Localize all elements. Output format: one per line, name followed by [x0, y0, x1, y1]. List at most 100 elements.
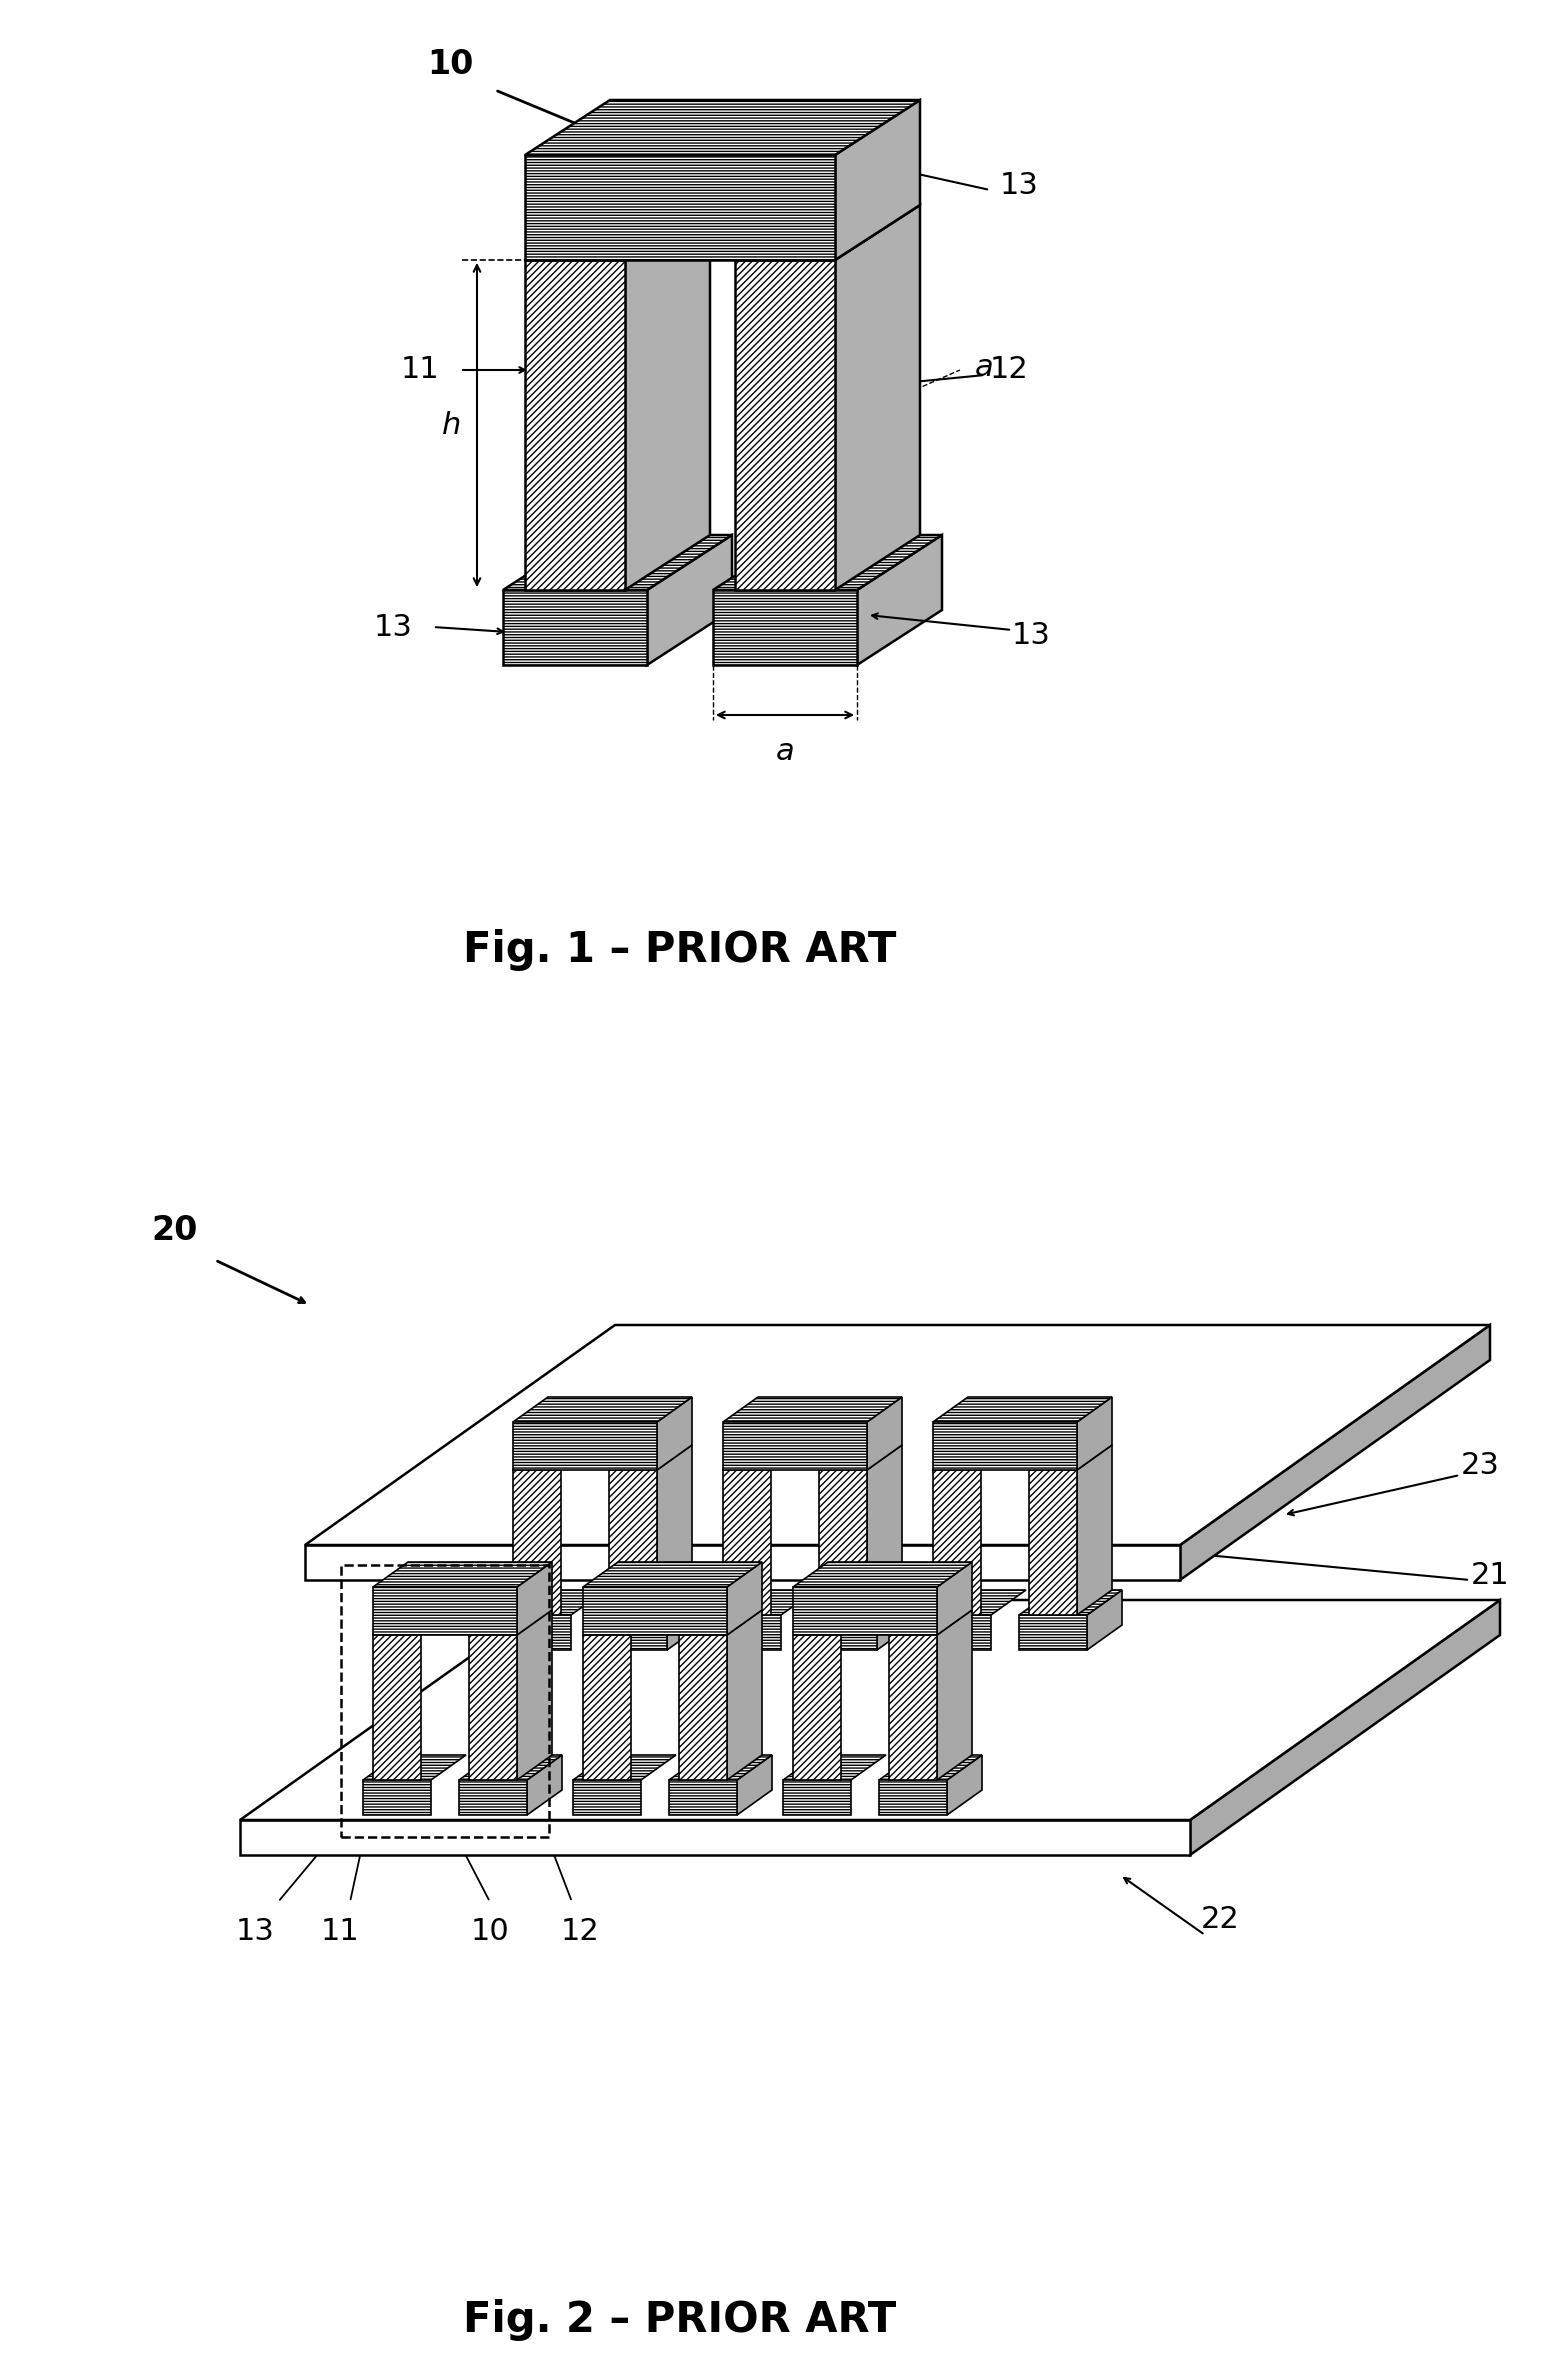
Polygon shape — [934, 1423, 1077, 1470]
Polygon shape — [734, 205, 920, 259]
Polygon shape — [867, 1396, 903, 1470]
Polygon shape — [525, 100, 920, 155]
Polygon shape — [670, 1756, 772, 1779]
Polygon shape — [1018, 1615, 1086, 1651]
Polygon shape — [625, 205, 710, 590]
Polygon shape — [1029, 1470, 1077, 1615]
Polygon shape — [241, 1601, 1500, 1820]
Polygon shape — [517, 1563, 552, 1634]
Polygon shape — [713, 1615, 781, 1651]
Polygon shape — [835, 100, 920, 259]
Bar — [341, 1565, 549, 1837]
Polygon shape — [373, 1634, 421, 1779]
Polygon shape — [458, 1779, 528, 1815]
Polygon shape — [657, 1396, 691, 1470]
Polygon shape — [503, 1589, 606, 1615]
Polygon shape — [880, 1756, 981, 1779]
Polygon shape — [793, 1563, 972, 1587]
Polygon shape — [599, 1615, 667, 1651]
Polygon shape — [583, 1563, 762, 1587]
Polygon shape — [947, 1756, 981, 1815]
Polygon shape — [679, 1634, 727, 1779]
Polygon shape — [670, 1779, 738, 1815]
Polygon shape — [512, 1470, 562, 1615]
Polygon shape — [937, 1563, 972, 1634]
Text: 13: 13 — [373, 611, 412, 642]
Polygon shape — [373, 1587, 517, 1634]
Polygon shape — [713, 1589, 816, 1615]
Polygon shape — [713, 535, 941, 590]
Polygon shape — [819, 1470, 867, 1615]
Polygon shape — [727, 1563, 762, 1634]
Polygon shape — [373, 1563, 552, 1587]
Polygon shape — [572, 1779, 640, 1815]
Polygon shape — [363, 1779, 430, 1815]
Polygon shape — [937, 1611, 972, 1779]
Polygon shape — [782, 1756, 886, 1779]
Polygon shape — [609, 1470, 657, 1615]
Text: 10: 10 — [471, 1917, 509, 1946]
Text: 11: 11 — [321, 1917, 360, 1946]
Polygon shape — [512, 1423, 657, 1470]
Text: 13: 13 — [1012, 621, 1051, 649]
Polygon shape — [809, 1615, 876, 1651]
Polygon shape — [528, 1756, 562, 1815]
Polygon shape — [572, 1756, 676, 1779]
Polygon shape — [793, 1587, 937, 1634]
Polygon shape — [793, 1634, 841, 1779]
Text: 12: 12 — [560, 1917, 599, 1946]
Polygon shape — [1190, 1601, 1500, 1856]
Polygon shape — [583, 1634, 631, 1779]
Polygon shape — [713, 590, 856, 666]
Polygon shape — [724, 1423, 867, 1470]
Polygon shape — [867, 1444, 903, 1615]
Polygon shape — [458, 1756, 562, 1779]
Text: 13: 13 — [236, 1917, 275, 1946]
Polygon shape — [503, 535, 731, 590]
Polygon shape — [363, 1756, 466, 1779]
Polygon shape — [599, 1589, 702, 1615]
Polygon shape — [923, 1589, 1026, 1615]
Polygon shape — [782, 1779, 852, 1815]
Polygon shape — [657, 1444, 691, 1615]
Polygon shape — [889, 1634, 937, 1779]
Polygon shape — [835, 205, 920, 590]
Polygon shape — [880, 1779, 947, 1815]
Polygon shape — [738, 1756, 772, 1815]
Text: 12: 12 — [991, 354, 1029, 385]
Polygon shape — [1018, 1589, 1122, 1615]
Polygon shape — [876, 1589, 912, 1651]
Polygon shape — [1180, 1325, 1491, 1580]
Text: 10: 10 — [427, 48, 474, 81]
Polygon shape — [241, 1820, 1190, 1856]
Polygon shape — [306, 1544, 1180, 1580]
Polygon shape — [503, 590, 647, 666]
Polygon shape — [724, 1470, 772, 1615]
Polygon shape — [934, 1396, 1113, 1423]
Polygon shape — [809, 1589, 912, 1615]
Polygon shape — [734, 259, 835, 590]
Polygon shape — [469, 1634, 517, 1779]
Polygon shape — [923, 1615, 991, 1651]
Polygon shape — [1086, 1589, 1122, 1651]
Polygon shape — [525, 155, 835, 259]
Text: 23: 23 — [1461, 1451, 1500, 1480]
Polygon shape — [525, 259, 625, 590]
Polygon shape — [525, 205, 710, 259]
Text: Fig. 2 – PRIOR ART: Fig. 2 – PRIOR ART — [463, 2298, 896, 2341]
Text: 20: 20 — [151, 1213, 198, 1247]
Polygon shape — [1077, 1444, 1113, 1615]
Polygon shape — [647, 535, 731, 666]
Text: a: a — [776, 737, 795, 766]
Text: a: a — [975, 354, 994, 383]
Text: 21: 21 — [1470, 1561, 1509, 1589]
Polygon shape — [512, 1396, 691, 1423]
Text: h: h — [443, 412, 461, 440]
Polygon shape — [934, 1470, 981, 1615]
Text: 11: 11 — [401, 354, 440, 385]
Text: 13: 13 — [1000, 171, 1038, 200]
Text: 22: 22 — [1200, 1906, 1239, 1934]
Polygon shape — [667, 1589, 702, 1651]
Text: Fig. 1 – PRIOR ART: Fig. 1 – PRIOR ART — [463, 930, 896, 971]
Polygon shape — [1077, 1396, 1113, 1470]
